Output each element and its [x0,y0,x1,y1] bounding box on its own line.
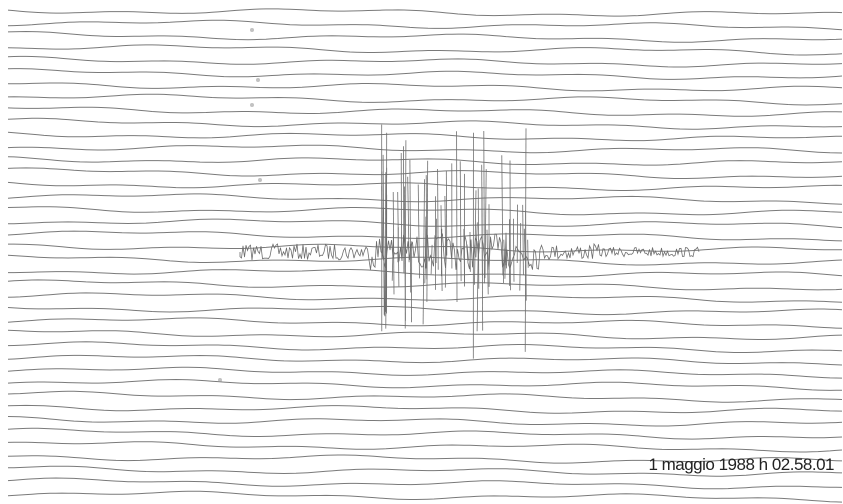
spike [474,190,477,285]
spike [404,186,406,321]
spike [424,229,427,284]
trace [7,329,843,340]
burst-trace [239,232,700,270]
trace [8,82,843,92]
trace [7,477,843,490]
trace [7,465,843,477]
trace [7,341,843,353]
spike [476,243,479,332]
trace [7,156,843,166]
spike [430,244,433,275]
trace [7,44,843,56]
spike [444,236,447,288]
trace [7,254,843,266]
trace [7,106,843,117]
spike [385,167,388,329]
trace [7,230,843,242]
trace [7,454,843,464]
smudge [250,28,254,32]
trace [7,218,843,229]
trace [7,292,843,303]
spike [527,239,529,268]
spike [519,222,522,291]
seismic-burst [218,28,700,382]
trace [7,427,843,440]
spike [444,195,447,262]
spike [522,204,524,275]
spike [417,184,420,279]
caption: 1 maggio 1988 h 02.58.01 [648,455,834,474]
trace [7,55,843,68]
spike [523,228,526,261]
spike [384,172,387,312]
spike [425,175,428,280]
spike [409,159,412,293]
spike [477,188,480,289]
trace [7,8,843,17]
spike [486,229,489,295]
trace [7,19,843,31]
trace [7,416,843,427]
spike [407,176,410,263]
smudge [258,178,262,182]
trace [7,378,843,391]
spike [392,191,395,295]
trace [7,305,843,316]
trace [7,93,843,106]
spike [391,235,394,281]
trace [7,206,843,216]
spike [445,170,448,256]
trace [7,490,843,503]
smudge [256,78,260,82]
spike [381,171,384,259]
spike [463,228,465,283]
trace [7,68,843,80]
trace [8,243,843,253]
trace [7,131,843,142]
spike [503,239,506,272]
trace [7,181,843,191]
spike [483,130,485,284]
trace [7,30,843,43]
traces [7,8,843,503]
trace [7,404,843,414]
spike [397,191,400,287]
trace [7,193,843,205]
spike [459,161,462,282]
spike [501,155,504,276]
spike [422,179,425,325]
spike [513,218,515,282]
trace [7,279,843,291]
trace [7,354,843,366]
trace [7,390,843,403]
spike [475,222,478,258]
trace [7,167,843,179]
spike [466,244,469,261]
trace [7,441,843,453]
trace [7,117,843,130]
smudge [218,378,222,382]
trace [7,317,843,329]
spike [437,168,439,270]
trace [7,366,843,379]
smudge [250,103,254,107]
trace [7,144,843,154]
spike [484,169,487,279]
spike [524,128,527,352]
spike [382,154,385,315]
